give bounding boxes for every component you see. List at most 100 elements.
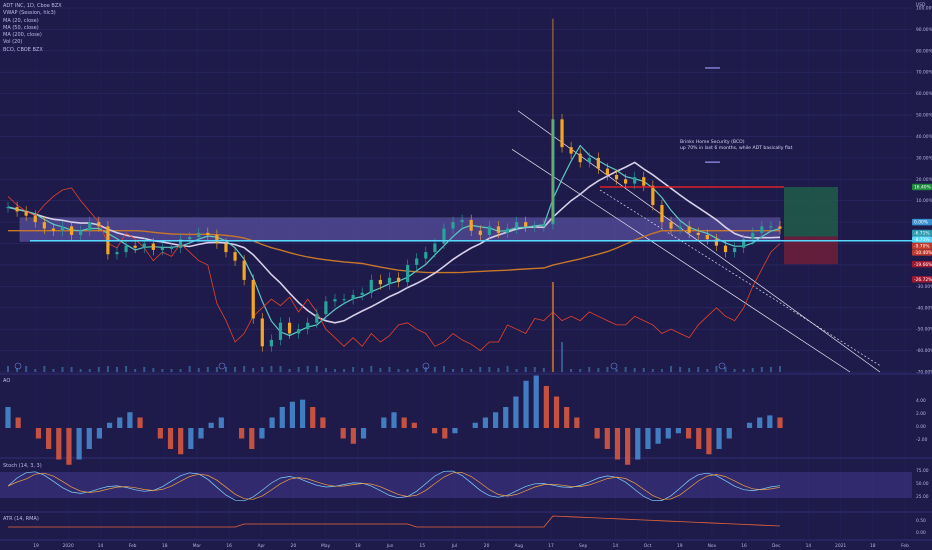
x-tick-label: Nov [708,543,717,549]
candle-body [324,301,328,315]
volume-bar [588,367,591,372]
ao-tick-label: 2.00 [916,411,926,417]
ao-bar [76,428,82,460]
legend-vol[interactable]: Vol (20) [3,39,23,46]
price-badge [912,236,932,243]
legend-bco[interactable]: BCO, CBOE BZX [3,46,43,53]
ao-bar [614,428,621,460]
candle-body [751,232,755,240]
candle-body [51,228,56,231]
ao-bar [127,412,133,428]
legend-ma200[interactable]: MA (200, close) [3,32,42,39]
atr-label[interactable]: ATR (14, RMA) [3,516,39,522]
volume-bar [633,368,636,372]
price-badge-label: 0.00% [914,220,928,226]
consolidation-box [19,217,781,242]
volume-bar [343,369,346,372]
volume-bar [506,366,509,372]
volume-bar [34,369,37,372]
volume-bar [415,368,418,372]
candle-body [233,252,237,261]
volume-bar [88,369,91,372]
legend-symbol[interactable]: ADT INC, 1D, Cboe BZX [3,3,62,9]
ao-tick-label: 0.00 [916,424,926,430]
legend-ma50[interactable]: MA (50, close) [3,24,39,31]
x-tick-label: 19 [677,543,683,549]
legend-ma20[interactable]: MA (20, close) [3,17,39,24]
candle-body [79,230,83,235]
volume-bar [25,366,28,372]
candle-body [306,322,310,330]
y-tick-label: -50.00% [916,327,932,333]
price-badge [912,261,932,268]
candle-body [378,279,382,285]
candle-body [278,322,283,340]
ao-bar [574,417,580,428]
x-tick-label: 20 [484,543,490,549]
price-badge-label: -6.71% [914,231,930,237]
volume-bar [570,369,573,372]
candle-body [369,279,373,293]
candle-body [624,179,628,184]
candle-body [642,177,646,186]
bco-annotation[interactable]: Brinks Home Security (BCO) up 70% in las… [680,140,792,152]
volume-bar [760,367,763,372]
x-tick-label: Feb [129,543,137,549]
ao-bar [777,417,783,428]
ao-bar [96,428,103,439]
ao-bar [594,428,600,439]
ao-bar [249,428,255,449]
volume-bar [561,342,564,372]
ao-pane [5,375,783,465]
volume-bar [361,368,364,372]
ao-bar [157,428,163,439]
y-tick-label: 40.00% [916,134,932,140]
price-badge [912,249,932,256]
ao-bar [360,428,367,439]
candle-body [206,232,210,235]
target-zone [784,187,838,237]
volume-bar [597,368,600,372]
ao-bar [15,417,21,428]
volume-bar [388,367,391,372]
legend-vwap[interactable]: VWAP (Session, hlc3) [3,10,56,17]
candle-body [714,239,719,246]
candle-body [669,222,673,229]
price-badge [912,229,932,237]
candle-body [188,237,192,240]
ao-bar [503,407,509,428]
volume-bar [461,368,464,372]
candle-body [242,260,246,280]
candle-body [760,226,764,233]
ao-bar [259,428,265,439]
candle-body [433,243,437,253]
candle-body [560,119,564,148]
stoch-label[interactable]: Stoch (14, 3, 3) [3,463,42,469]
volume-bar [306,366,309,372]
volume-bar [261,367,264,372]
candle-body [742,239,746,248]
candle-body [732,247,737,253]
price-badge-label: -8.71% [914,237,930,243]
ao-bar [167,428,174,449]
candle-body [287,322,292,334]
annotation-line-2: up 70% in last 6 months, while ADT basic… [680,146,793,151]
ao-bar [198,428,204,439]
price-levels [30,67,912,242]
ao-bar [56,428,62,460]
candle-body [723,245,728,253]
indicator-legend: ADT INC, 1D, Cboe BZX VWAP (Session, hlc… [3,3,62,54]
candle-body [406,264,410,283]
event-marker [610,362,618,370]
candle-body [687,226,691,233]
volume-bar [125,366,128,372]
y-tick-label: 60.00% [916,91,932,97]
y-tick-label: 90.00% [916,27,932,33]
volume-bar [52,369,55,372]
ao-bar [533,375,539,428]
ao-label[interactable]: AO [3,378,11,384]
volume-bar [779,366,781,372]
volume-bar [551,282,554,372]
candle-body [505,228,510,233]
